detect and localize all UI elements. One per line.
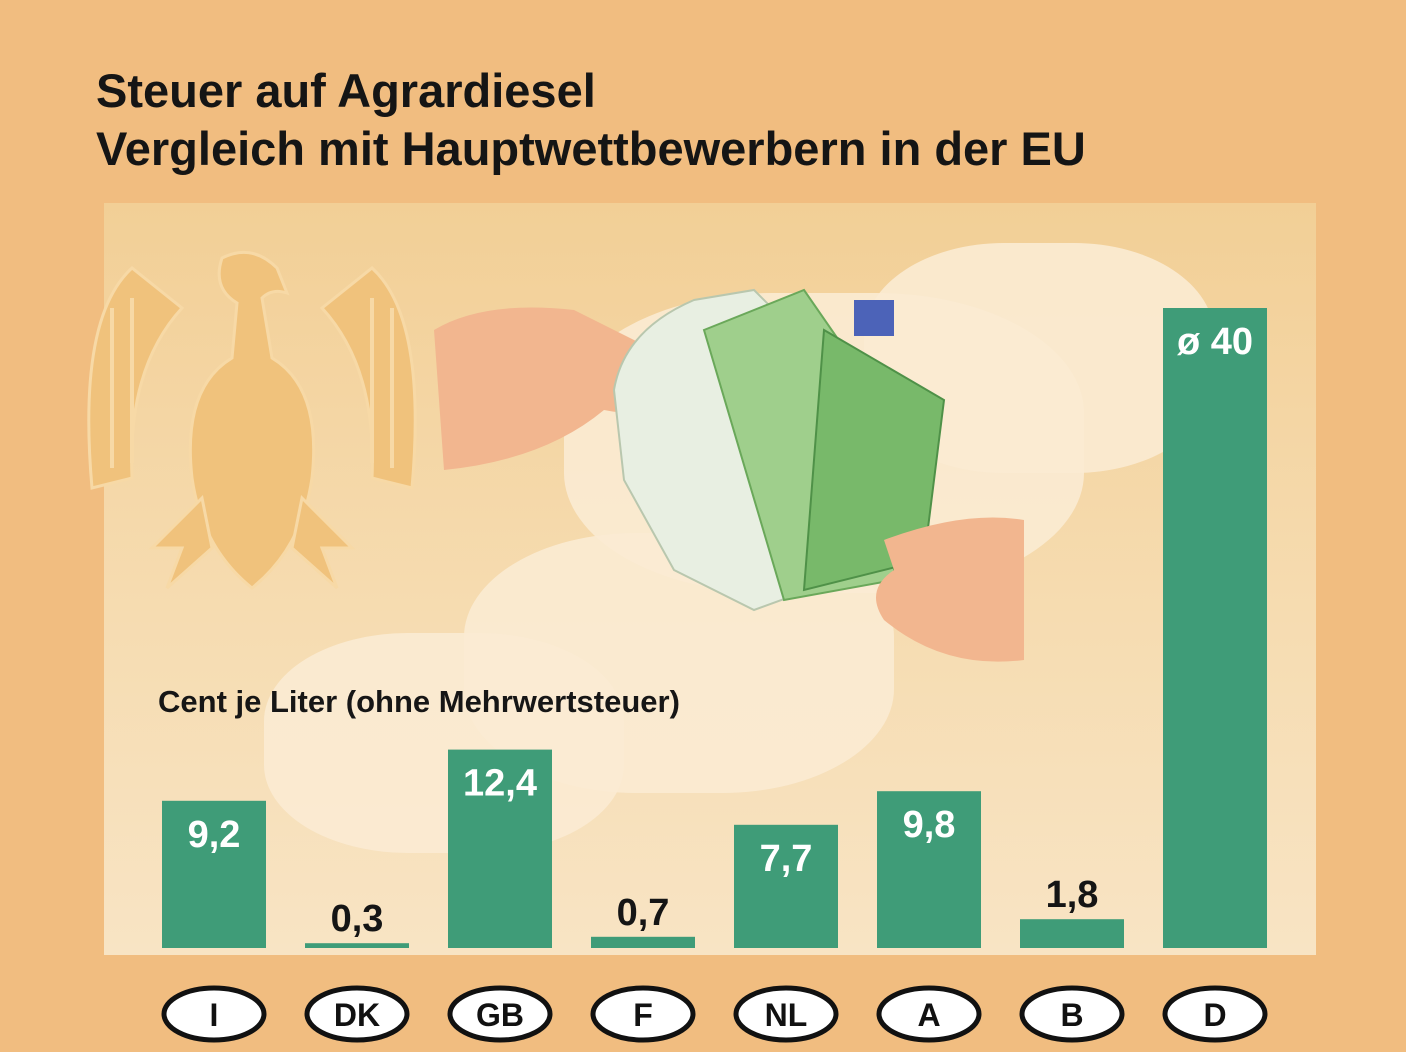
data-label-dk: 0,3: [331, 898, 384, 940]
category-label-f: F: [633, 997, 653, 1033]
country-badge-i: [161, 985, 267, 1043]
chart-title-block: Steuer auf Agrardiesel Vergleich mit Hau…: [96, 62, 1086, 178]
data-label-gb: 12,4: [463, 763, 537, 805]
bar-nl: [734, 824, 838, 948]
country-badge-b: [1019, 985, 1125, 1043]
bar-b: [1020, 919, 1124, 948]
bar-dk: [305, 943, 409, 948]
category-label-i: I: [210, 997, 219, 1033]
data-label-d: ø 40: [1177, 321, 1253, 363]
category-label-nl: NL: [765, 997, 808, 1033]
eagle-emblem-icon: [87, 250, 417, 590]
chart-subtitle: Vergleich mit Hauptwettbewerbern in der …: [96, 122, 1086, 175]
bar-a: [877, 791, 981, 948]
data-label-nl: 7,7: [760, 838, 813, 880]
category-label-dk: DK: [334, 997, 380, 1033]
data-label-b: 1,8: [1046, 874, 1099, 916]
country-badge-gb: [447, 985, 553, 1043]
unit-label: Cent je Liter (ohne Mehrwertsteuer): [158, 684, 680, 719]
country-badge-dk: [304, 985, 410, 1043]
country-badge-nl: [733, 985, 839, 1043]
category-label-gb: GB: [476, 997, 524, 1033]
data-label-i: 9,2: [188, 814, 241, 856]
category-label-d: D: [1203, 997, 1226, 1033]
country-badge-d: [1162, 985, 1268, 1043]
country-badge-a: [876, 985, 982, 1043]
data-label-f: 0,7: [617, 892, 670, 934]
bar-f: [591, 936, 695, 948]
data-label-a: 9,8: [903, 804, 956, 846]
bar-gb: [448, 749, 552, 948]
map-shape: [264, 633, 624, 853]
money-hands-illustration: [434, 288, 1024, 662]
category-label-b: B: [1060, 997, 1083, 1033]
bar-i: [162, 800, 266, 948]
bar-d: [1163, 308, 1267, 948]
chart-title: Steuer auf Agrardiesel: [96, 64, 596, 117]
category-label-a: A: [917, 997, 940, 1033]
country-badge-f: [590, 985, 696, 1043]
